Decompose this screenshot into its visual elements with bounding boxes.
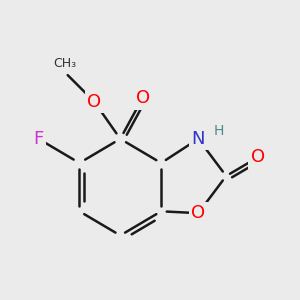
Text: O: O [136, 89, 150, 107]
Text: O: O [191, 204, 206, 222]
Text: O: O [251, 148, 265, 166]
Text: O: O [87, 93, 101, 111]
Text: H: H [214, 124, 224, 138]
Text: CH₃: CH₃ [53, 57, 76, 70]
Text: N: N [191, 130, 205, 148]
Text: F: F [33, 130, 44, 148]
